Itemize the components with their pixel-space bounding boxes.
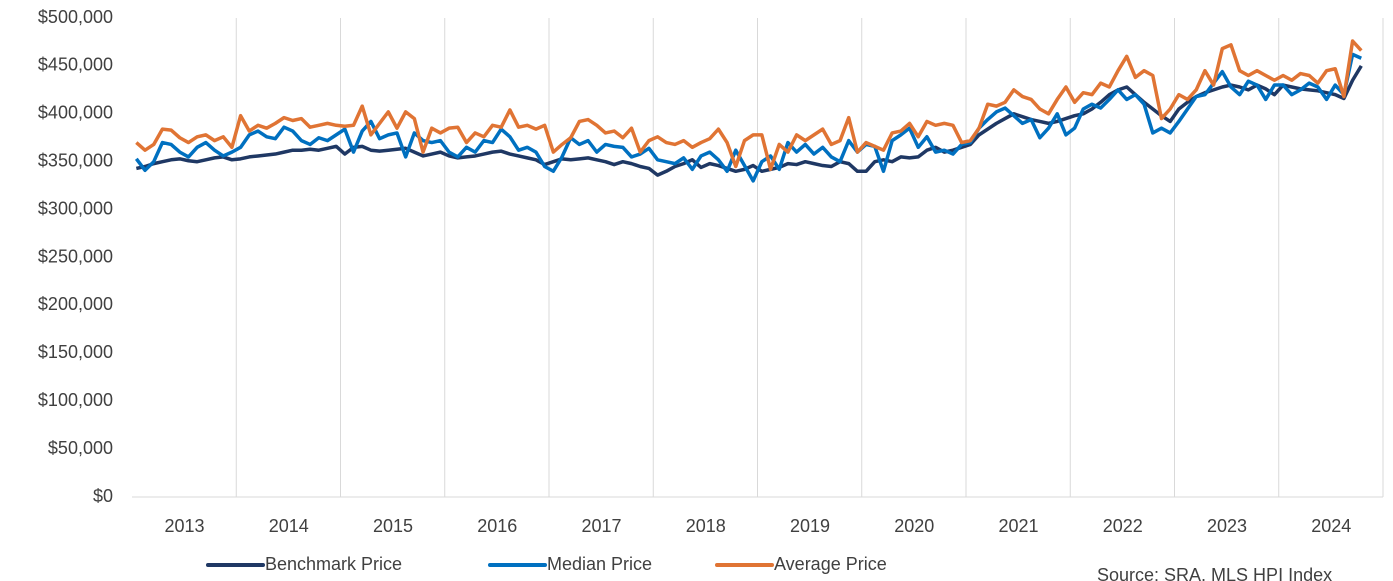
x-tick-label: 2024 [1311,516,1351,536]
source-note: Source: SRA, MLS HPI Index [1097,565,1332,581]
y-tick-label: $0 [93,486,113,506]
y-tick-label: $150,000 [38,342,113,362]
x-tick-label: 2022 [1103,516,1143,536]
series-line [135,64,1363,177]
y-tick-label: $350,000 [38,150,113,170]
y-tick-label: $250,000 [38,246,113,266]
x-tick-label: 2019 [790,516,830,536]
legend-label: Average Price [774,554,887,574]
x-tick-label: 2013 [164,516,204,536]
x-tick-label: 2020 [894,516,934,536]
series-line [135,39,1363,172]
x-tick-label: 2015 [373,516,413,536]
x-tick-label: 2017 [581,516,621,536]
legend-label: Benchmark Price [265,554,402,574]
x-tick-label: 2016 [477,516,517,536]
x-tick-label: 2018 [686,516,726,536]
y-tick-label: $300,000 [38,198,113,218]
legend-label: Median Price [547,554,652,574]
series-line [134,52,1362,183]
x-tick-label: 2021 [998,516,1038,536]
x-tick-label: 2014 [269,516,309,536]
y-tick-label: $450,000 [38,55,113,75]
y-tick-label: $200,000 [38,294,113,314]
y-tick-label: $100,000 [38,390,113,410]
y-tick-label: $50,000 [48,438,113,458]
y-tick-label: $500,000 [38,7,113,27]
x-tick-label: 2023 [1207,516,1247,536]
y-tick-label: $400,000 [38,103,113,123]
